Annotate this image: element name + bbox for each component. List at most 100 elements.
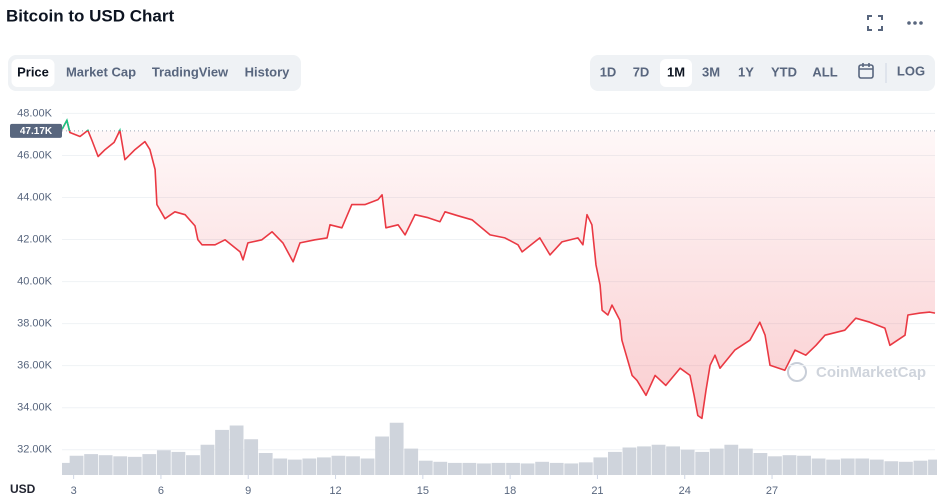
x-tick-label: 27 [766,485,778,497]
volume-bar [738,448,753,475]
watermark: CoinMarketCap [816,364,926,381]
y-tick-label: 34.00K [17,402,53,414]
volume-bar [898,461,913,475]
volume-bar [768,456,782,475]
volume-bar [360,458,375,475]
volume-bar [375,436,390,475]
volume-bar [709,448,724,475]
volume-bar [724,444,739,475]
volume-bar [477,463,491,475]
volume-bar [506,462,520,475]
volume-bar [549,462,564,475]
volume-bar [695,451,710,475]
volume-bar [578,462,593,475]
reference-label-bg [10,123,62,138]
calendar-icon[interactable] [858,63,874,79]
volume-bar [797,455,811,475]
tab[interactable]: History [245,64,291,79]
y-tick-label: 40.00K [17,275,53,287]
volume-bar [520,463,535,475]
volume-bar [389,422,404,475]
volume-bar [869,459,884,475]
chart-title: Bitcoin to USD Chart [6,6,174,25]
y-tick-label: 32.00K [17,444,53,456]
volume-bar [607,451,622,475]
range-button[interactable]: 7D [633,64,650,79]
volume-bar [171,451,186,475]
y-tick-label: 36.00K [17,360,53,372]
currency-label: USD [10,482,36,496]
volume-bar [331,455,346,475]
x-tick-label: 24 [679,485,691,497]
volume-bar [928,459,937,475]
volume-bar [200,444,215,475]
volume-bar [215,429,229,475]
volume-bar [826,459,841,475]
range-button[interactable]: 1M [667,64,685,79]
tab[interactable]: Price [17,64,49,79]
volume-bar [258,453,273,475]
range-button[interactable]: 3M [702,64,720,79]
volume-bar [84,454,99,475]
tab[interactable]: Market Cap [66,64,136,79]
volume-bar [433,461,448,475]
volume-bar [753,453,768,475]
range-button[interactable]: 1D [600,64,617,79]
tab-active-bg [11,59,55,87]
y-tick-label: 38.00K [17,318,53,330]
volume-bar [491,462,506,475]
volume-bar [404,448,419,475]
x-tick-label: 21 [591,485,603,497]
volume-bar [855,458,870,475]
y-tick-label: 48.00K [17,107,53,119]
volume-bar [811,458,826,475]
volume-bar [884,461,899,475]
volume-bar [535,461,550,475]
volume-bar [127,456,142,475]
tab-bar [8,55,301,91]
x-tick-label: 12 [329,485,341,497]
volume-bar [142,454,157,475]
x-tick-label: 15 [417,485,429,497]
fullscreen-icon[interactable] [867,15,883,31]
volume-bar [651,444,666,475]
range-button[interactable]: 1Y [738,64,754,79]
volume-bar [98,455,113,475]
volume-bar [229,425,244,475]
y-tick-label: 44.00K [17,191,53,203]
volume-bar [782,455,797,475]
x-tick-label: 18 [504,485,516,497]
volume-bar [273,458,288,475]
volume-bar [593,457,608,475]
watermark-logo [787,362,807,382]
volume-bar [186,455,200,475]
x-tick-label: 9 [245,485,251,497]
price-area [62,120,935,419]
more-icon[interactable] [907,21,923,25]
reference-label: 47.17K [20,126,53,137]
x-tick-label: 6 [158,485,164,497]
volume-bar [156,450,171,475]
y-tick-label: 46.00K [17,149,53,161]
range-button[interactable]: ALL [812,64,837,79]
volume-bar [418,460,433,475]
volume-bar [447,462,462,475]
volume-bar [564,463,579,475]
volume-bar [666,446,681,475]
price-line [61,119,936,420]
y-tick-label: 42.00K [17,233,53,245]
volume-bar [113,456,128,475]
volume-bar [462,462,477,475]
log-button[interactable]: LOG [897,63,925,78]
volume-bar [287,459,302,475]
volume-bar [680,449,695,475]
volume-bar [622,447,637,475]
volume-bar [316,457,331,475]
range-active-bg [660,59,692,87]
volume-bar [302,458,317,475]
tab[interactable]: TradingView [152,64,229,79]
x-tick-label: 3 [71,485,77,497]
range-button[interactable]: YTD [771,64,797,79]
